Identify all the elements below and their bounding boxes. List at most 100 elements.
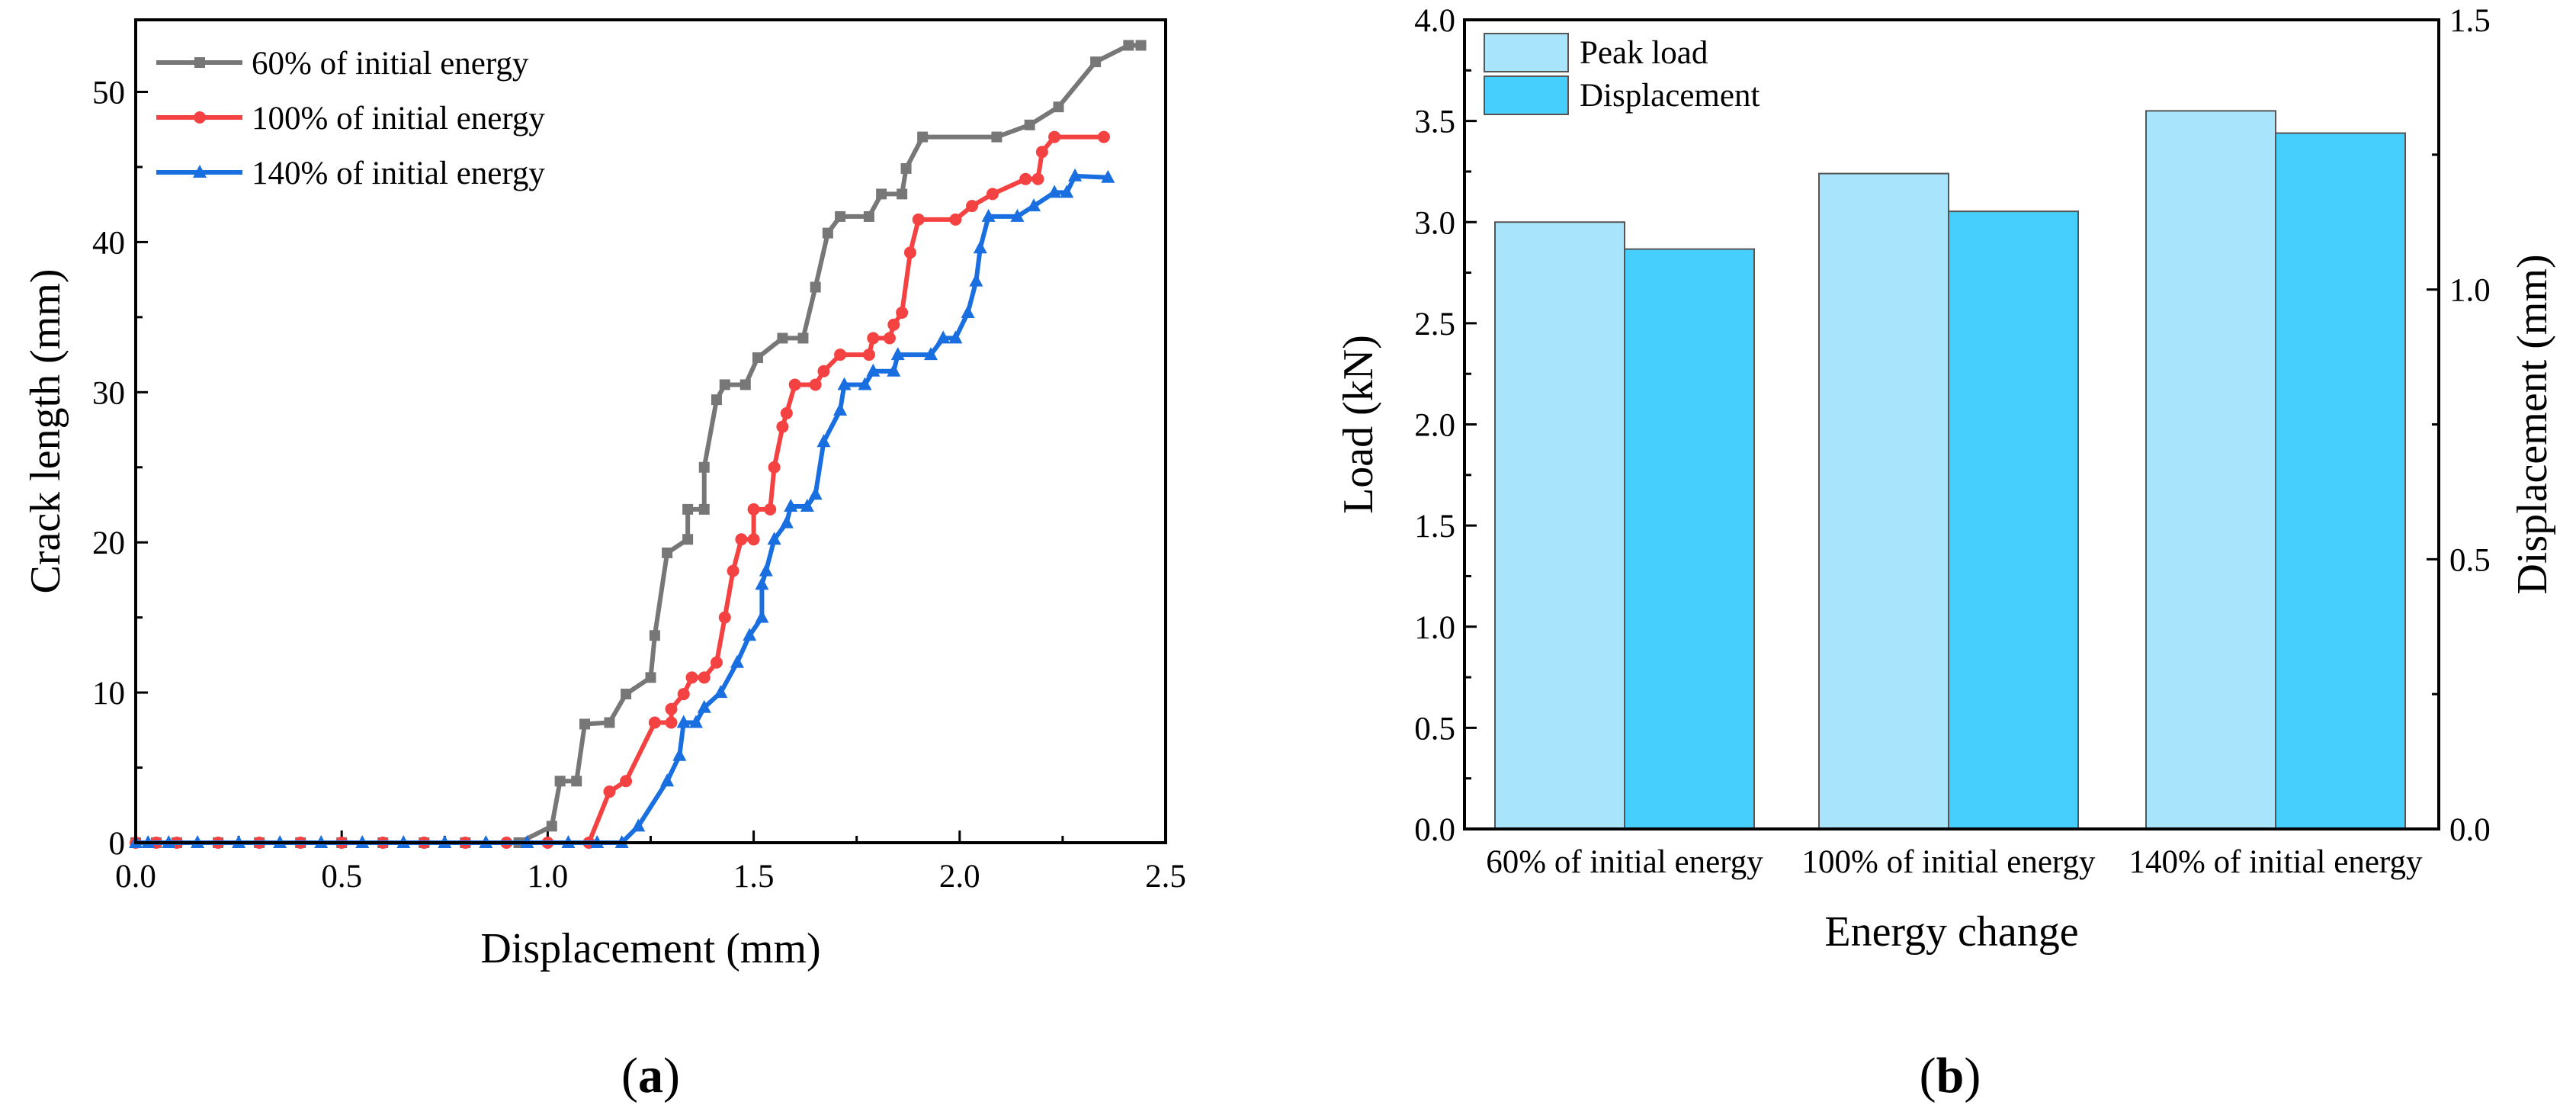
y-tick-label: 40 <box>92 225 125 261</box>
data-point-triangle <box>837 377 852 390</box>
x-axis-label: Energy change <box>1824 908 2078 956</box>
data-point-circle <box>862 349 875 361</box>
data-point-square <box>604 717 615 728</box>
bar-peak-load <box>1818 172 1949 830</box>
y-right-tick-label: 0.0 <box>2449 812 2491 848</box>
data-point-triangle <box>833 402 848 416</box>
data-point-square <box>571 776 582 787</box>
data-point-triangle <box>808 487 823 500</box>
bar-displacement <box>2275 132 2406 830</box>
data-point-circle <box>966 200 979 213</box>
x-tick-label: 1.5 <box>733 859 775 895</box>
legend-label: 60% of initial energy <box>252 46 529 82</box>
y-tick-label: 3.5 <box>1414 104 1455 140</box>
data-point-square <box>752 352 764 364</box>
plot-frame <box>1463 18 2440 830</box>
data-point-square <box>777 333 788 344</box>
y-axis-label: Load (kN) <box>1335 335 1382 514</box>
x-tick-label: 0.0 <box>115 859 156 895</box>
y-tick-label: 1.0 <box>1414 610 1455 646</box>
data-point-circle <box>912 213 925 226</box>
data-point-circle <box>1097 130 1110 143</box>
category-label: 100% of initial energy <box>1802 844 2096 880</box>
y-axis-label: Crack length (mm) <box>22 268 69 593</box>
data-point-triangle <box>961 304 975 318</box>
y-right-tick-label: 1.0 <box>2449 273 2491 309</box>
legend-swatch <box>1484 33 1569 72</box>
data-point-circle <box>903 246 916 259</box>
x-tick-label: 2.0 <box>939 859 980 895</box>
data-point-square <box>822 227 833 239</box>
data-point-circle <box>764 503 777 516</box>
panel-label-b: (b) <box>1920 1048 1981 1104</box>
data-point-triangle <box>755 577 769 590</box>
y-right-tick-label: 1.5 <box>2449 3 2491 39</box>
legend-label: Peak load <box>1580 35 1708 71</box>
panel-b-bar-chart: 60% of initial energy 100% of initial ene… <box>1335 3 2556 1104</box>
data-point-triangle <box>948 330 963 344</box>
series-line <box>136 134 1104 845</box>
panel-a-line-chart: 0.0 0.5 1.0 1.5 2.0 2.5 0 10 20 30 40 50 60% of init… <box>22 18 1186 1104</box>
legend-square-marker <box>194 57 205 68</box>
y-tick-label: 4.0 <box>1414 3 1455 39</box>
data-point-triangle <box>890 347 905 361</box>
data-point-square <box>991 131 1002 143</box>
data-point-circle <box>788 378 801 391</box>
data-point-square <box>1123 40 1134 51</box>
x-tick-label: 0.5 <box>321 859 362 895</box>
data-point-square <box>1090 56 1102 68</box>
data-point-square <box>917 131 929 143</box>
data-point-circle <box>1019 172 1032 185</box>
data-point-square <box>876 188 887 200</box>
data-point-square <box>645 672 656 683</box>
y-tick-label: 0.5 <box>1414 711 1455 747</box>
data-point-square <box>546 821 557 832</box>
data-point-triangle <box>1047 185 1062 198</box>
data-point-square <box>554 776 566 787</box>
data-point-circle <box>817 365 830 377</box>
data-point-triangle <box>743 628 757 641</box>
data-point-circle <box>665 702 678 715</box>
y-tick-label: 50 <box>92 75 125 111</box>
legend-swatch <box>1484 75 1569 115</box>
data-point-circle <box>685 671 698 684</box>
data-point-square <box>579 718 591 730</box>
x-axis-label: Displacement (mm) <box>480 925 820 972</box>
data-point-triangle <box>816 434 831 448</box>
series-1 <box>130 130 1110 849</box>
data-point-square <box>682 503 694 515</box>
data-point-triangle <box>887 363 901 377</box>
data-point-square <box>711 394 722 406</box>
category-label: 140% of initial energy <box>2129 844 2423 880</box>
data-point-square <box>739 379 751 390</box>
data-point-triangle <box>779 515 794 528</box>
data-point-circle <box>896 306 909 319</box>
y-tick-label: 10 <box>92 676 125 712</box>
data-point-square <box>1053 101 1064 113</box>
legend-label: Displacement <box>1580 78 1760 114</box>
data-point-square <box>897 188 908 200</box>
data-point-circle <box>768 461 781 474</box>
y-tick-label: 30 <box>92 375 125 411</box>
data-point-circle <box>648 716 661 729</box>
data-point-triangle <box>1010 208 1025 222</box>
x-tick-label: 2.5 <box>1145 859 1186 895</box>
data-point-circle <box>735 533 748 546</box>
series-2 <box>129 168 1115 848</box>
data-point-square <box>682 534 694 545</box>
legend-circle-marker <box>194 111 206 124</box>
data-point-triangle <box>759 563 773 577</box>
panel-label-a: (a) <box>621 1048 680 1104</box>
data-point-circle <box>1031 172 1044 185</box>
y-right-tick-label: 0.5 <box>2449 542 2491 578</box>
y-tick-label: 20 <box>92 525 125 561</box>
data-point-circle <box>747 503 760 516</box>
data-point-square <box>698 503 710 515</box>
data-point-triangle <box>1027 198 1041 212</box>
data-point-triangle <box>660 773 675 787</box>
plot-frame <box>134 18 1167 844</box>
data-point-triangle <box>714 685 728 699</box>
data-point-triangle <box>969 273 983 287</box>
data-point-circle <box>698 671 711 684</box>
